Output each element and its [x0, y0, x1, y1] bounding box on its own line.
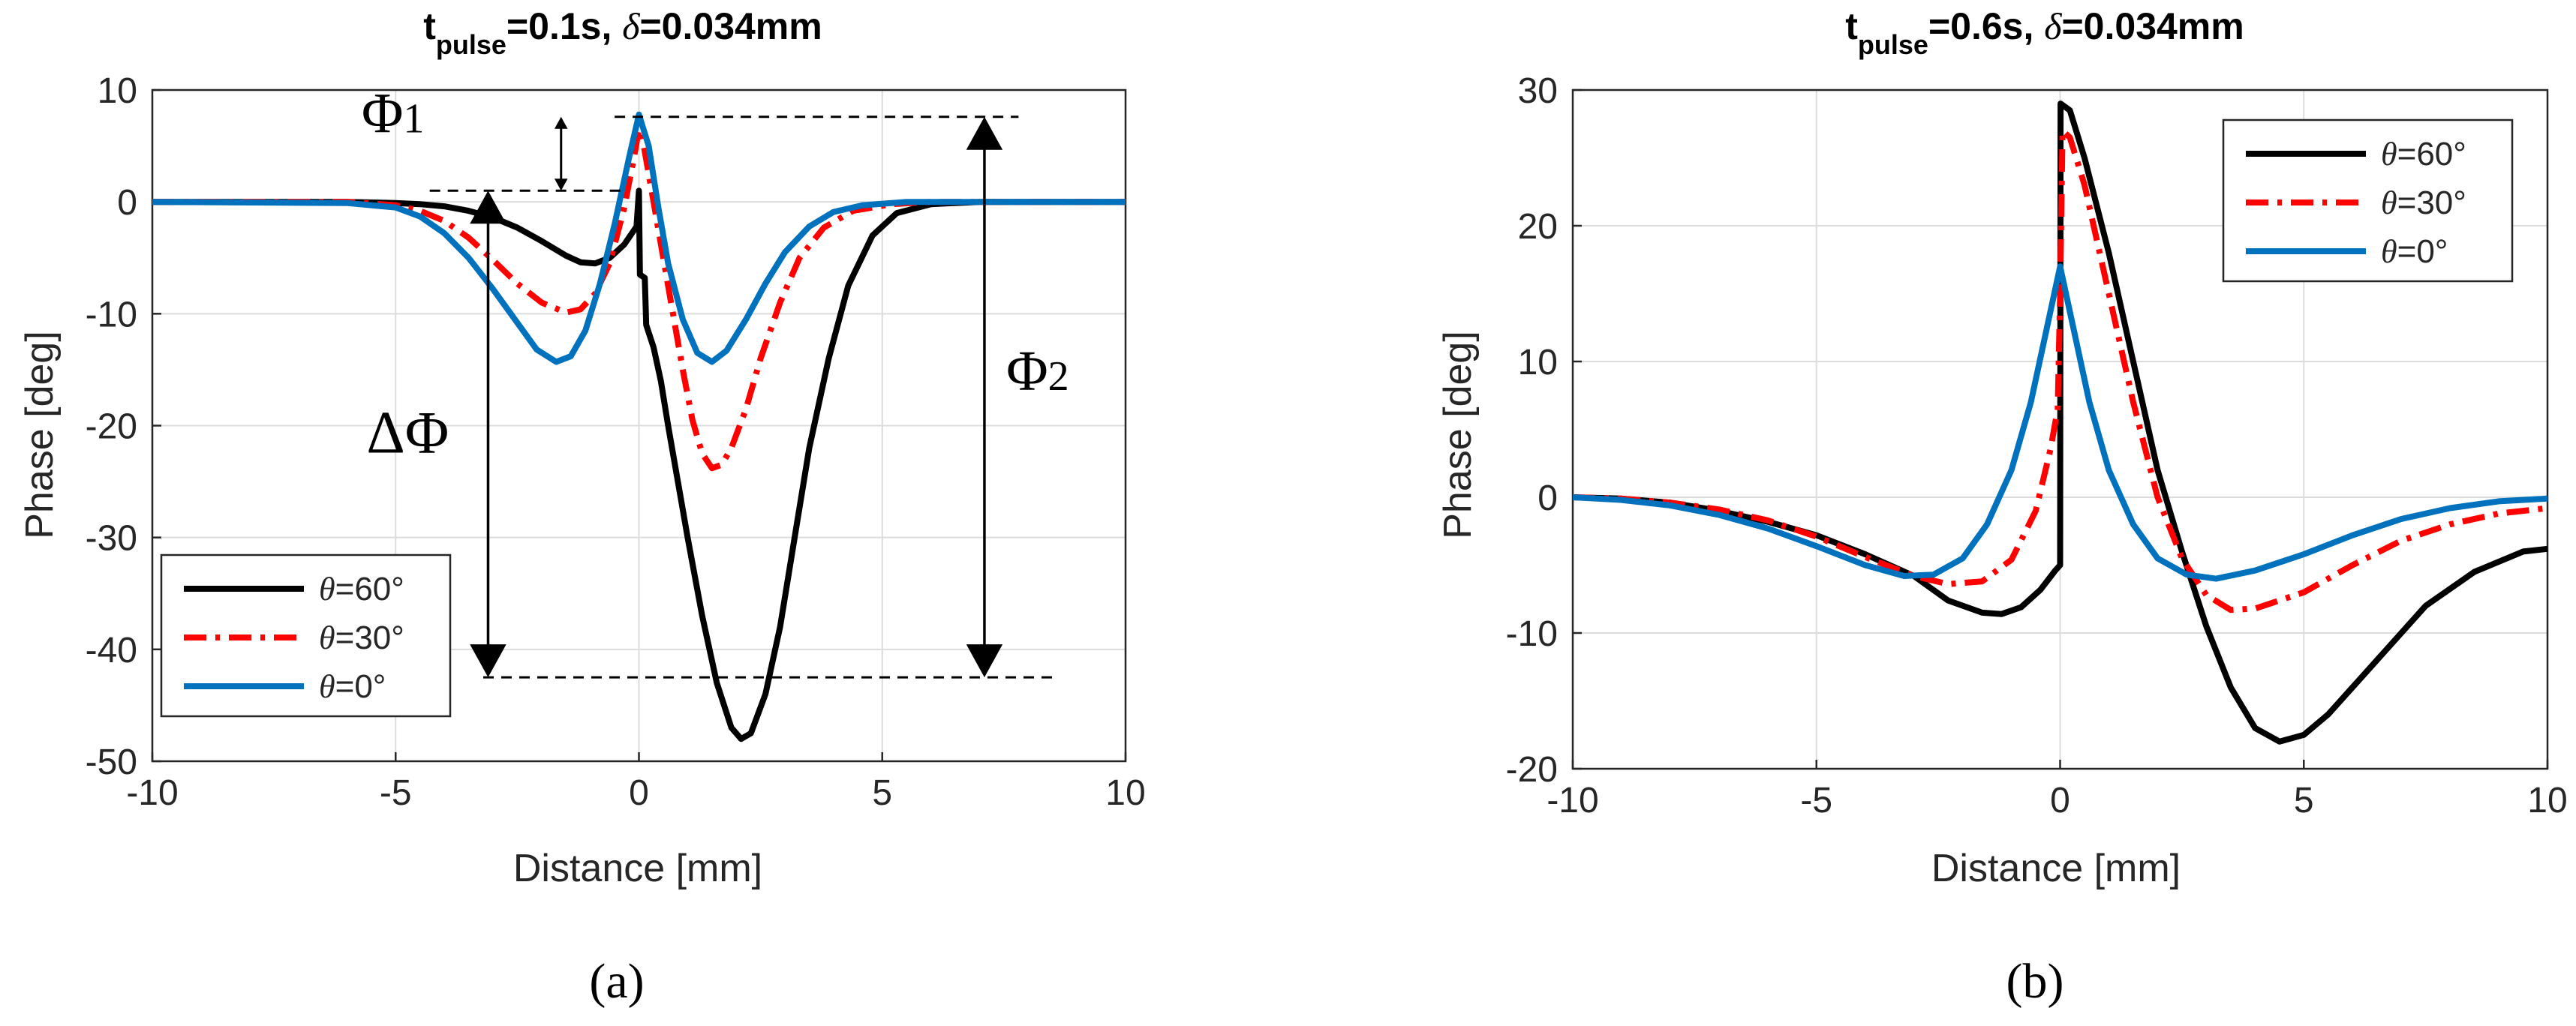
legend-label: θ=0° [2381, 233, 2448, 270]
legend-label: θ=60° [2381, 136, 2466, 172]
legend-label: θ=30° [319, 620, 404, 656]
legend: θ=60° θ=30° θ=0° [160, 554, 452, 718]
y-tick-label: -30 [86, 519, 137, 559]
y-tick-label: 0 [1537, 478, 1558, 518]
series-line-30deg [1572, 128, 2548, 614]
y-tick-label: -20 [86, 407, 137, 447]
panel-a-plot: -10 -5 0 5 10100-10-20-30-40-50θ=60°θ=30°θ=0… [86, 71, 1146, 813]
x-tick-label: -5 [1800, 781, 1832, 820]
y-tick-label: -10 [86, 295, 137, 334]
x-tick-label: 0 [2050, 781, 2070, 820]
phi1-label: Φ1 [362, 82, 425, 146]
series-line-60deg [1572, 100, 2548, 745]
legend-label: θ=0° [319, 668, 386, 705]
phi1-arrowhead-down [554, 178, 568, 191]
delta-phi-arrowhead-up [470, 190, 506, 224]
panel-b: tpulse=0.6s, δ=0.034mm -10 -5 0 5 10 30 20 10 0 -… [1436, 5, 2568, 1009]
annotations: Φ1 Φ2 ΔΦ [362, 82, 1069, 679]
panel-a-title: tpulse=0.1s, δ=0.034mm [423, 5, 822, 60]
x-tick-label: 5 [872, 773, 892, 813]
y-tick-label: 10 [1518, 343, 1558, 382]
x-tick-label: -10 [1547, 781, 1598, 820]
x-tick-label: -10 [126, 773, 178, 813]
panel-b-title: tpulse=0.6s, δ=0.034mm [1845, 5, 2244, 60]
delta-phi-arrowhead-down [470, 644, 506, 678]
panel-b-label: (b) [2006, 954, 2064, 1009]
phi2-label: Φ2 [1006, 340, 1069, 403]
y-tick-label: -20 [1506, 750, 1558, 790]
legend-label: θ=60° [319, 571, 404, 608]
panel-a-xlabel: Distance [mm] [513, 847, 762, 890]
y-tick-label: 30 [1518, 71, 1558, 111]
panel-b-ylabel: Phase [deg] [1436, 331, 1480, 539]
legend-label: θ=30° [2381, 184, 2466, 221]
x-tick-label: 10 [2527, 781, 2567, 820]
panel-a: tpulse=0.1s, δ=0.034mm -10 -5 0 5 10100-10-2… [18, 5, 1146, 1009]
series-line-30deg [152, 126, 1126, 472]
panel-a-label: (a) [589, 954, 644, 1009]
y-tick-label: -50 [86, 742, 137, 782]
phi2-arrowhead-up [966, 116, 1003, 150]
y-tick-label: 20 [1518, 207, 1558, 247]
series-line-0deg [1572, 263, 2548, 582]
x-tick-label: 5 [2294, 781, 2314, 820]
legend-box [160, 554, 452, 718]
y-tick-label: 10 [98, 71, 137, 111]
delta-phi-label: ΔΦ [366, 400, 449, 466]
x-tick-label: -5 [380, 773, 412, 813]
x-tick-label: 0 [629, 773, 649, 813]
panel-a-ylabel: Phase [deg] [18, 331, 62, 539]
y-tick-label: -40 [86, 631, 137, 670]
legend-box [2222, 118, 2514, 283]
series-line-0deg [152, 111, 1126, 365]
legend: θ=60° θ=30° θ=0° [2222, 118, 2514, 283]
phi1-arrowhead-up [554, 116, 568, 129]
panel-b-xlabel: Distance [mm] [1931, 847, 2181, 890]
phi2-arrowhead-down [966, 644, 1003, 678]
y-tick-label: 0 [117, 183, 137, 223]
x-tick-label: 10 [1105, 773, 1145, 813]
y-tick-label: -10 [1506, 614, 1558, 654]
